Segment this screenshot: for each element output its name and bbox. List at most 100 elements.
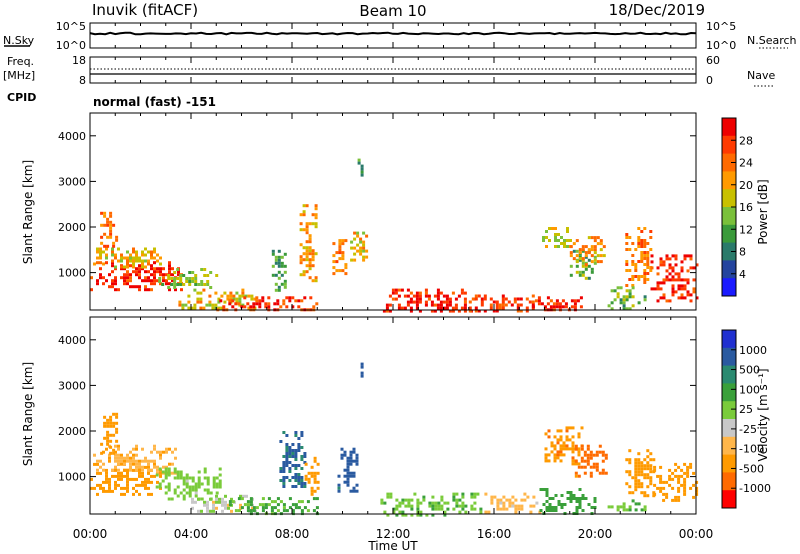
heatmap-cell: [215, 500, 218, 504]
heatmap-cell: [305, 270, 309, 274]
heatmap-cell: [270, 500, 274, 504]
heatmap-cell: [205, 303, 209, 307]
heatmap-cell: [191, 277, 195, 280]
heatmap-cell: [409, 291, 413, 295]
heatmap-cell: [138, 273, 141, 277]
heatmap-cell: [138, 267, 141, 271]
heatmap-cell: [415, 306, 419, 310]
heatmap-cell: [490, 498, 494, 502]
colorbar-tick-label: 24: [739, 157, 753, 170]
heatmap-cell: [335, 260, 339, 264]
heatmap-cell: [90, 276, 93, 280]
heatmap-cell: [123, 282, 126, 286]
heatmap-cell: [280, 273, 284, 277]
heatmap-cell: [267, 497, 271, 501]
heatmap-cell: [108, 456, 111, 460]
heatmap-cell: [338, 242, 342, 246]
heatmap-cell: [539, 488, 543, 491]
heatmap-cell: [680, 260, 684, 264]
heatmap-cell: [240, 497, 244, 501]
colorbar-swatch: [722, 207, 736, 226]
heatmap-cell: [531, 303, 535, 307]
heatmap-cell: [525, 306, 529, 310]
heatmap-cell: [445, 300, 449, 304]
colorbar-tick-label: 1000: [739, 344, 767, 357]
heatmap-cell: [117, 462, 120, 466]
heatmap-cell: [569, 494, 573, 497]
heatmap-cell: [274, 282, 278, 286]
heatmap-cell: [668, 278, 672, 282]
heatmap-cell: [173, 280, 177, 283]
heatmap-cell: [634, 464, 638, 468]
heatmap-cell: [164, 467, 168, 471]
heatmap-cell: [314, 207, 318, 211]
heatmap-cell: [179, 470, 183, 474]
heatmap-cell: [577, 447, 581, 451]
heatmap-cell: [108, 486, 111, 490]
heatmap-cell: [470, 504, 474, 508]
heatmap-cell: [680, 296, 684, 300]
heatmap-cell: [659, 257, 663, 261]
heatmap-cell: [255, 302, 259, 306]
heatmap-cell: [267, 296, 271, 300]
heatmap-cell: [147, 262, 150, 266]
heatmap-cell: [640, 464, 644, 468]
heatmap-cell: [554, 509, 558, 512]
heatmap-cell: [209, 491, 213, 495]
heatmap-cell: [442, 294, 446, 298]
heatmap-cell: [568, 447, 572, 451]
heatmap-cell: [223, 291, 227, 295]
heatmap-cell: [566, 239, 569, 242]
heatmap-cell: [537, 296, 541, 300]
heatmap-cell: [285, 476, 289, 479]
heatmap-cell: [581, 494, 585, 497]
heatmap-cell: [495, 306, 499, 310]
heatmap-cell: [483, 309, 487, 313]
heatmap-cell: [507, 300, 511, 304]
heatmap-cell: [132, 270, 135, 274]
heatmap-cell: [106, 436, 110, 440]
heatmap-cell: [677, 474, 681, 478]
heatmap-cell: [578, 270, 582, 274]
heatmap-cell: [599, 242, 603, 246]
heatmap-cell: [109, 226, 113, 230]
heatmap-cell: [590, 236, 594, 240]
heatmap-cell: [686, 474, 690, 478]
heatmap-cell: [643, 464, 647, 468]
heatmap-cell: [443, 510, 447, 514]
heatmap-cell: [93, 486, 96, 490]
heatmap-cell: [220, 294, 224, 298]
heatmap-cell: [580, 459, 584, 463]
heatmap-cell: [159, 474, 162, 478]
heatmap-cell: [209, 286, 213, 289]
heatmap-cell: [680, 284, 684, 288]
heatmap-cell: [182, 283, 186, 286]
heatmap-cell: [516, 303, 520, 307]
heatmap-cell: [349, 459, 353, 463]
x-tick-label: 00:00: [679, 527, 714, 541]
heatmap-cell: [628, 292, 632, 296]
heatmap-cell: [593, 500, 597, 503]
heatmap-cell: [302, 270, 306, 274]
heatmap-cell: [574, 474, 578, 478]
colorbar-tick-label: 4: [739, 268, 746, 281]
heatmap-cell: [308, 267, 312, 271]
heatmap-cell: [181, 303, 185, 307]
heatmap-cell: [665, 269, 669, 273]
heatmap-cell: [212, 509, 215, 513]
heatmap-cell: [440, 507, 444, 511]
heatmap-cell: [452, 495, 456, 499]
heatmap-cell: [586, 444, 590, 448]
heatmap-cell: [261, 506, 265, 510]
heatmap-cell: [206, 476, 210, 480]
heatmap-cell: [646, 254, 650, 257]
heatmap-cell: [96, 247, 99, 251]
heatmap-cell: [353, 246, 357, 250]
heatmap-cell: [215, 494, 218, 498]
heatmap-cell: [297, 464, 301, 467]
heatmap-cell: [303, 461, 307, 464]
heatmap-cell: [310, 474, 314, 478]
heatmap-cell: [343, 453, 347, 457]
